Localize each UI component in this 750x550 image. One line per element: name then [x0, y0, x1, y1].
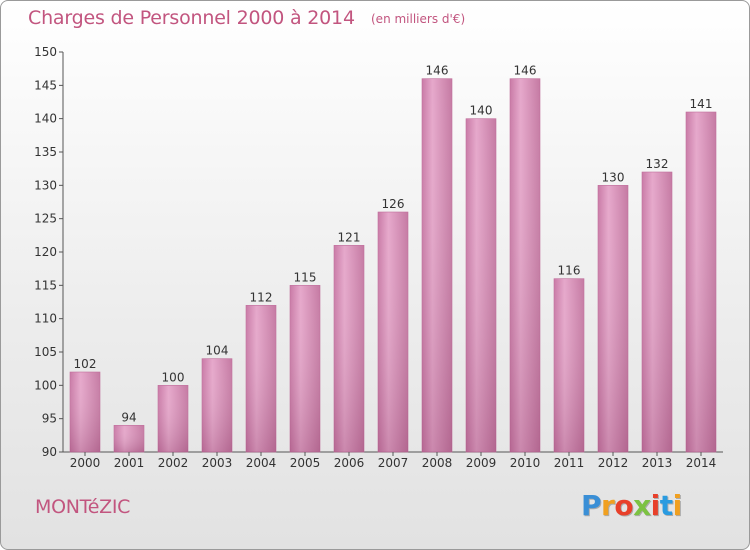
x-tick-label: 2009 — [466, 456, 497, 470]
commune-name: MONTéZIC — [35, 496, 131, 518]
y-tick-label: 125 — [34, 212, 57, 226]
y-tick-label: 120 — [34, 245, 57, 259]
y-tick-label: 140 — [34, 112, 57, 126]
data-label: 121 — [338, 230, 361, 244]
y-tick-label: 100 — [34, 378, 57, 392]
y-tick-label: 90 — [42, 445, 57, 459]
x-tick-label: 2014 — [686, 456, 717, 470]
x-tick-label: 2005 — [290, 456, 321, 470]
data-label: 130 — [602, 170, 625, 184]
x-tick-label: 2002 — [158, 456, 189, 470]
bar-shade — [202, 358, 232, 452]
bar-shade — [290, 285, 320, 452]
bar-shade — [334, 245, 364, 452]
logo-letter: i — [672, 489, 683, 522]
bar-shade — [510, 78, 540, 453]
data-label: 146 — [514, 64, 537, 78]
y-tick-label: 95 — [42, 412, 57, 426]
logo-letter: P — [581, 489, 602, 522]
logo-letter: x — [633, 489, 651, 522]
data-label: 140 — [470, 104, 493, 118]
bar-shade — [114, 425, 144, 452]
x-tick-label: 2003 — [202, 456, 233, 470]
x-tick-label: 2001 — [114, 456, 145, 470]
logo-letter: t — [659, 489, 673, 522]
y-tick-label: 130 — [34, 178, 57, 192]
data-label: 116 — [558, 264, 581, 278]
data-label: 100 — [162, 370, 185, 384]
x-tick-label: 2010 — [510, 456, 541, 470]
bar-shade — [554, 278, 584, 452]
data-label: 141 — [690, 97, 713, 111]
data-label: 104 — [206, 344, 229, 358]
data-label: 102 — [74, 357, 97, 371]
proxiti-logo: Proxiti — [581, 489, 682, 525]
y-tick-label: 145 — [34, 78, 57, 92]
bar-shade — [246, 305, 276, 452]
x-tick-label: 2012 — [598, 456, 629, 470]
data-label: 115 — [294, 270, 317, 284]
data-label: 126 — [382, 197, 405, 211]
logo-letter: r — [601, 489, 615, 522]
y-tick-label: 115 — [34, 278, 57, 292]
data-label: 94 — [121, 410, 136, 424]
x-tick-label: 2000 — [70, 456, 101, 470]
chart-subtitle: (en milliers d'€) — [371, 12, 466, 26]
bar-shade — [158, 385, 188, 452]
logo-letter: o — [614, 489, 634, 522]
x-tick-label: 2004 — [246, 456, 277, 470]
bar-shade — [466, 118, 496, 453]
data-label: 112 — [250, 290, 273, 304]
y-tick-label: 105 — [34, 345, 57, 359]
chart-title: Charges de Personnel 2000 à 2014 — [28, 7, 355, 29]
bar-shade — [642, 172, 672, 452]
y-tick-label: 135 — [34, 145, 57, 159]
bar-shade — [70, 372, 100, 452]
x-tick-label: 2011 — [554, 456, 585, 470]
data-label: 146 — [426, 64, 449, 78]
bar-shade — [598, 185, 628, 453]
bar-shade — [422, 78, 452, 453]
x-tick-label: 2006 — [334, 456, 365, 470]
y-tick-label: 110 — [34, 312, 57, 326]
x-tick-label: 2008 — [422, 456, 453, 470]
x-tick-label: 2013 — [642, 456, 673, 470]
logo-letter: i — [650, 489, 661, 522]
bar-shade — [378, 212, 408, 452]
y-tick-label: 150 — [34, 45, 57, 59]
bar-shade — [686, 112, 716, 452]
data-label: 132 — [646, 157, 669, 171]
x-tick-label: 2007 — [378, 456, 409, 470]
